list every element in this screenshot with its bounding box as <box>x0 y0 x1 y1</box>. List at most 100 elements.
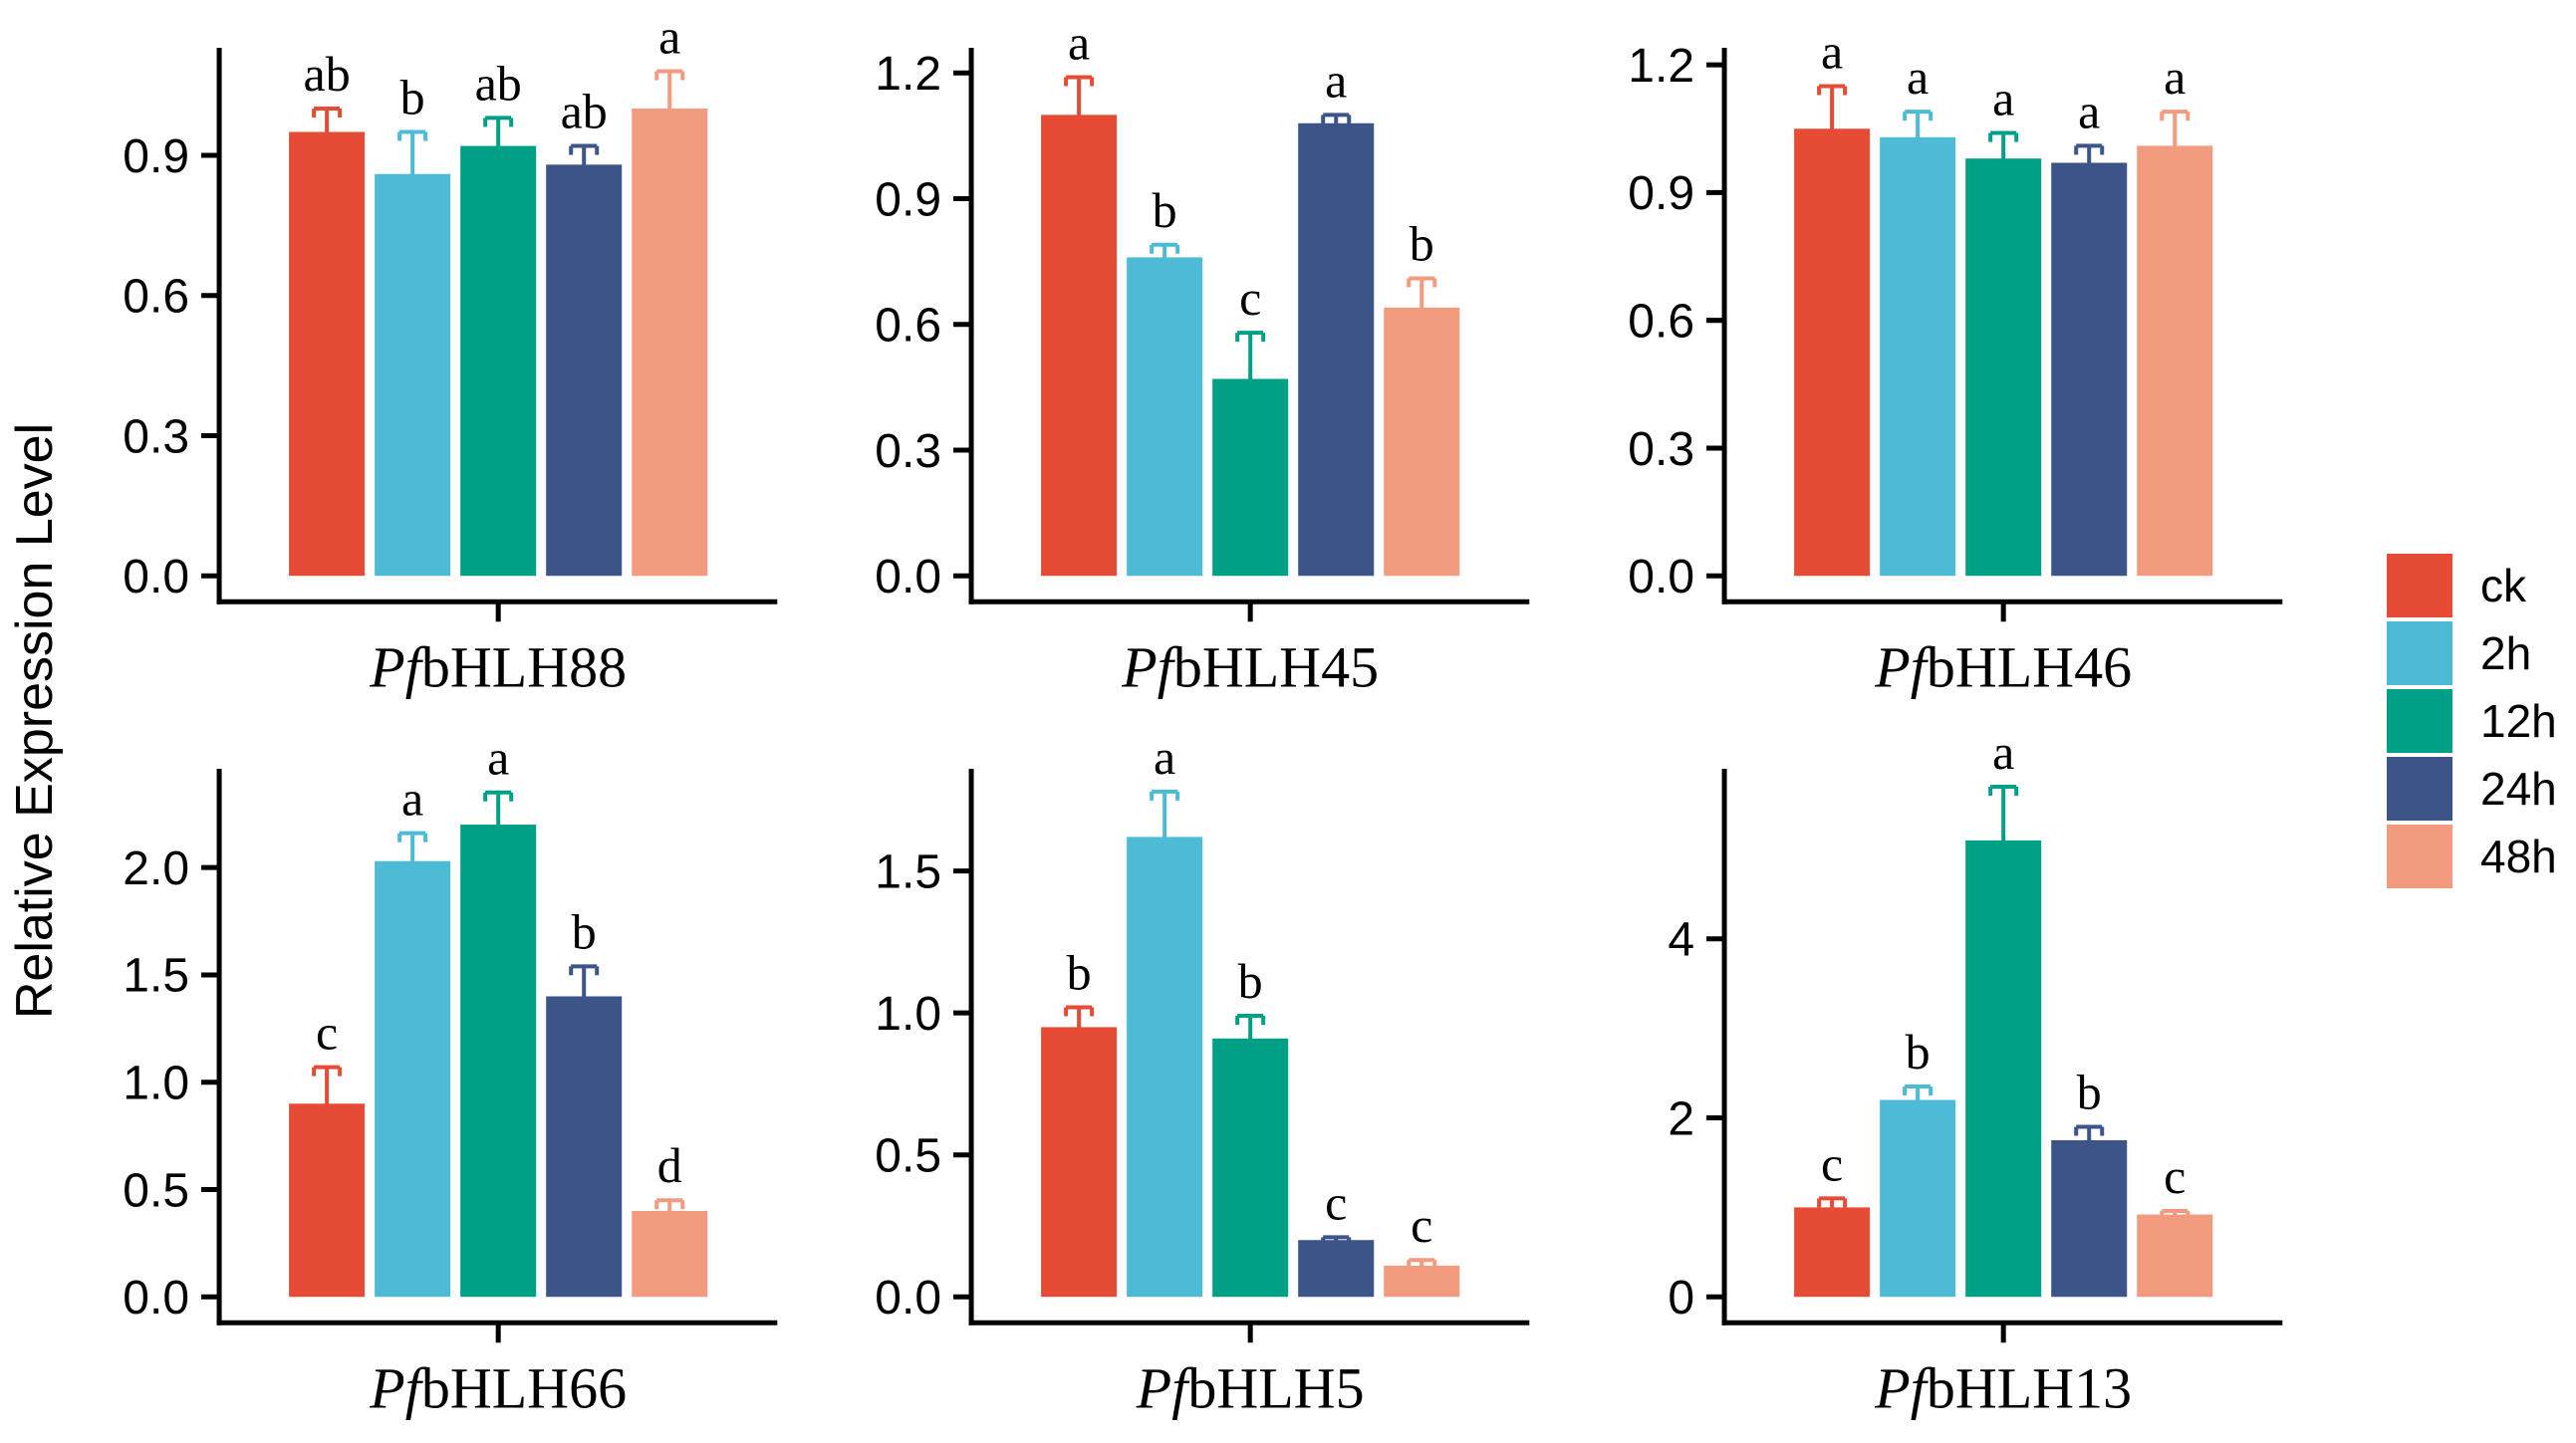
bar-2h <box>375 173 451 577</box>
y-tick-label: 0.9 <box>876 173 942 226</box>
significance-letter: a <box>1821 23 1843 79</box>
bar-48h <box>2136 145 2212 577</box>
y-tick-label: 0.6 <box>1628 295 1694 348</box>
bar-48h <box>632 109 708 577</box>
significance-letter: ab <box>561 84 608 139</box>
bar-ck <box>1793 128 1870 577</box>
y-tick-label: 0.0 <box>123 1272 189 1324</box>
significance-letter: c <box>1821 1136 1843 1192</box>
bar-chart-pfbhlh5: 0.0 0.5 1.0 1.5 b a b c c PfbHLH5 <box>876 729 1530 1421</box>
bar-24h <box>1298 1240 1375 1298</box>
bar-48h <box>2136 1214 2212 1298</box>
significance-letter: b <box>572 904 597 960</box>
significance-letter: c <box>316 1005 338 1061</box>
significance-letter: a <box>1992 724 2014 780</box>
significance-letter: b <box>1067 945 1092 1001</box>
bar-ck <box>289 1103 366 1298</box>
y-tick-label: 0 <box>1668 1272 1694 1324</box>
bar-chart-pfbhlh46: 0.0 0.3 0.6 0.9 1.2 a a a a a PfbHLH46 <box>1628 23 2282 699</box>
significance-letter: ab <box>304 46 351 102</box>
y-tick-label: 0.9 <box>123 130 189 183</box>
panel-pfbhlh13: 0 2 4 c b a b c PfbHLH13 <box>1575 721 2327 1442</box>
x-axis-gene-label: PfbHLH13 <box>1874 1356 2132 1421</box>
significance-letter: b <box>1410 215 1434 271</box>
significance-letter: a <box>658 8 680 64</box>
y-tick-label: 2 <box>1668 1093 1694 1146</box>
legend-item-ck: ck <box>2384 552 2557 620</box>
bar-48h <box>632 1211 708 1298</box>
bar-24h <box>1298 122 1375 577</box>
y-tick-label: 0.3 <box>1628 423 1694 476</box>
y-tick-label: 2.0 <box>123 842 189 895</box>
bar-24h <box>546 996 623 1298</box>
significance-letter: b <box>2076 1065 2101 1120</box>
legend-swatch-ck <box>2384 552 2454 620</box>
legend-swatch-48h <box>2384 823 2454 891</box>
panel-pfbhlh66: 0.0 0.5 1.0 1.5 2.0 c a a b d PfbHLH66 <box>70 721 822 1442</box>
bar-2h <box>1127 837 1203 1298</box>
bar-12h <box>1964 841 2041 1298</box>
y-tick-label: 1.2 <box>876 48 942 101</box>
y-tick-label: 1.0 <box>123 1058 189 1110</box>
bar-chart-pfbhlh45: 0.0 0.3 0.6 0.9 1.2 a b c a b PfbHLH45 <box>876 14 1530 699</box>
bar-chart-pfbhlh13: 0 2 4 c b a b c PfbHLH13 <box>1668 724 2282 1421</box>
significance-letter: a <box>1992 71 2014 126</box>
bar-48h <box>1384 1266 1460 1298</box>
x-axis-gene-label: PfbHLH66 <box>369 1356 627 1421</box>
legend-item-48h: 48h <box>2384 823 2557 891</box>
significance-letter: a <box>1068 14 1090 70</box>
y-tick-label: 4 <box>1668 914 1694 967</box>
bar-48h <box>1384 307 1460 577</box>
legend-label: 2h <box>2479 627 2532 680</box>
y-tick-label: 0.0 <box>123 551 189 603</box>
bar-12h <box>1212 378 1289 577</box>
significance-letter: a <box>1154 729 1175 785</box>
legend-swatch-2h <box>2384 619 2454 688</box>
bar-2h <box>1879 136 1955 577</box>
significance-letter: b <box>1238 953 1263 1009</box>
y-axis-label-cell: Relative Expression Level <box>0 0 70 1443</box>
bar-2h <box>1879 1099 1955 1298</box>
y-tick-label: 0.0 <box>1628 551 1694 603</box>
bar-ck <box>289 131 366 577</box>
panel-pfbhlh5: 0.0 0.5 1.0 1.5 b a b c c PfbHLH5 <box>822 721 1574 1442</box>
bar-2h <box>1127 257 1203 577</box>
y-tick-label: 1.5 <box>123 950 189 1003</box>
significance-letter: a <box>487 730 509 786</box>
significance-letter: a <box>2164 49 2186 105</box>
x-axis-gene-label: PfbHLH45 <box>1122 634 1380 699</box>
x-axis-gene-label: PfbHLH88 <box>369 634 627 699</box>
significance-letter: b <box>1153 182 1177 238</box>
bar-24h <box>2050 162 2127 577</box>
legend-label: 48h <box>2479 831 2557 883</box>
y-tick-label: 0.3 <box>876 425 942 478</box>
bar-24h <box>2050 1140 2127 1298</box>
y-tick-label: 0.3 <box>123 410 189 463</box>
significance-letter: c <box>2164 1148 2186 1204</box>
bar-12h <box>460 825 537 1298</box>
legend-item-24h: 24h <box>2384 755 2557 824</box>
panel-pfbhlh46: 0.0 0.3 0.6 0.9 1.2 a a a a a PfbHLH46 <box>1575 0 2327 721</box>
bar-24h <box>546 164 623 577</box>
significance-letter: d <box>657 1138 682 1194</box>
y-tick-label: 0.5 <box>876 1130 942 1183</box>
bar-ck <box>1041 1027 1118 1298</box>
significance-letter: a <box>2078 83 2100 138</box>
significance-letter: c <box>1239 270 1261 326</box>
bar-12h <box>1212 1039 1289 1298</box>
bar-2h <box>375 861 451 1298</box>
legend-item-12h: 12h <box>2384 687 2557 756</box>
significance-letter: ab <box>475 55 522 111</box>
bar-ck <box>1793 1207 1870 1298</box>
significance-letter: a <box>401 771 423 827</box>
significance-letter: a <box>1907 49 1929 105</box>
y-tick-label: 0.0 <box>876 1272 942 1324</box>
legend-label: 12h <box>2479 695 2557 748</box>
panel-pfbhlh45: 0.0 0.3 0.6 0.9 1.2 a b c a b PfbHLH45 <box>822 0 1574 721</box>
x-axis-gene-label: PfbHLH5 <box>1136 1356 1365 1421</box>
y-tick-label: 1.2 <box>1628 40 1694 93</box>
legend-label: ck <box>2479 560 2526 612</box>
significance-letter: b <box>1905 1024 1930 1080</box>
